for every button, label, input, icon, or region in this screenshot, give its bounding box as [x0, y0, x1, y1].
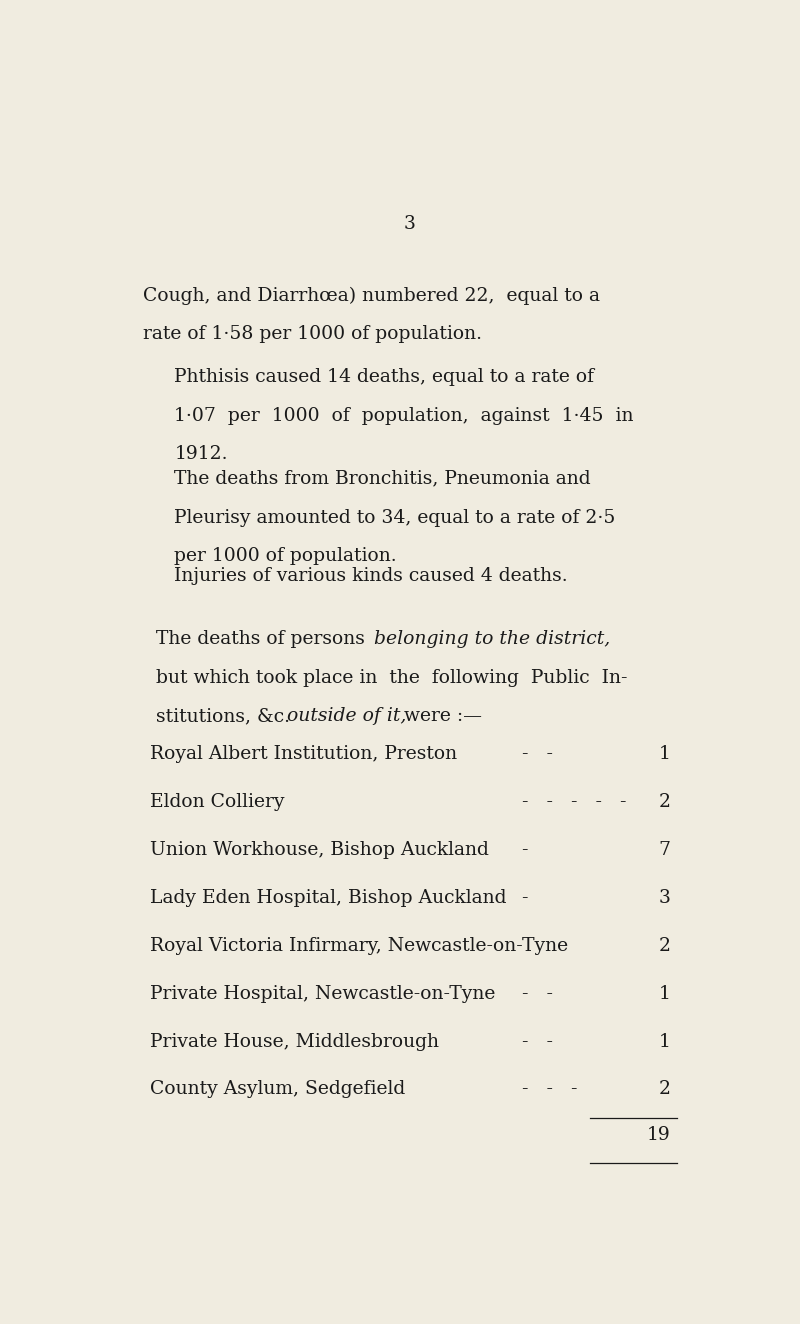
Text: Pleurisy amounted to 34, equal to a rate of 2·5: Pleurisy amounted to 34, equal to a rate…: [174, 508, 616, 527]
Text: Union Workhouse, Bishop Auckland: Union Workhouse, Bishop Auckland: [150, 841, 489, 859]
Text: rate of 1·58 per 1000 of population.: rate of 1·58 per 1000 of population.: [143, 326, 482, 343]
Text: 19: 19: [646, 1127, 670, 1144]
Text: -   -: - -: [522, 745, 553, 763]
Text: 7: 7: [658, 841, 670, 859]
Text: -   -: - -: [522, 1033, 553, 1050]
Text: Royal Victoria Infirmary, Newcastle-on-Tyne: Royal Victoria Infirmary, Newcastle-on-T…: [150, 937, 568, 955]
Text: -   -   -: - - -: [522, 1080, 577, 1099]
Text: Lady Eden Hospital, Bishop Auckland: Lady Eden Hospital, Bishop Auckland: [150, 888, 506, 907]
Text: but which took place in  the  following  Public  In-: but which took place in the following Pu…: [156, 669, 627, 687]
Text: outside of it,: outside of it,: [287, 707, 406, 726]
Text: Private House, Middlesbrough: Private House, Middlesbrough: [150, 1033, 438, 1050]
Text: The deaths of persons: The deaths of persons: [156, 630, 370, 647]
Text: 2: 2: [658, 793, 670, 812]
Text: -   -   -   -   -: - - - - -: [522, 793, 626, 812]
Text: per 1000 of population.: per 1000 of population.: [174, 547, 397, 565]
Text: -   -: - -: [522, 985, 553, 1002]
Text: Cough, and Diarrhœa) numbered 22,  equal to a: Cough, and Diarrhœa) numbered 22, equal …: [143, 286, 600, 305]
Text: 1·07  per  1000  of  population,  against  1·45  in: 1·07 per 1000 of population, against 1·4…: [174, 406, 634, 425]
Text: 2: 2: [658, 1080, 670, 1099]
Text: 1: 1: [658, 985, 670, 1002]
Text: Eldon Colliery: Eldon Colliery: [150, 793, 284, 812]
Text: The deaths from Bronchitis, Pneumonia and: The deaths from Bronchitis, Pneumonia an…: [174, 470, 591, 487]
Text: 1: 1: [658, 1033, 670, 1050]
Text: stitutions, &c.: stitutions, &c.: [156, 707, 296, 726]
Text: were :—: were :—: [398, 707, 482, 726]
Text: Injuries of various kinds caused 4 deaths.: Injuries of various kinds caused 4 death…: [174, 567, 568, 585]
Text: County Asylum, Sedgefield: County Asylum, Sedgefield: [150, 1080, 405, 1099]
Text: Private Hospital, Newcastle-on-Tyne: Private Hospital, Newcastle-on-Tyne: [150, 985, 495, 1002]
Text: belonging to the district,: belonging to the district,: [374, 630, 610, 647]
Text: Royal Albert Institution, Preston: Royal Albert Institution, Preston: [150, 745, 457, 763]
Text: 1: 1: [658, 745, 670, 763]
Text: 3: 3: [404, 214, 416, 233]
Text: -: -: [522, 888, 528, 907]
Text: 3: 3: [658, 888, 670, 907]
Text: 1912.: 1912.: [174, 445, 228, 463]
Text: Phthisis caused 14 deaths, equal to a rate of: Phthisis caused 14 deaths, equal to a ra…: [174, 368, 594, 385]
Text: -: -: [522, 841, 528, 859]
Text: 2: 2: [658, 937, 670, 955]
